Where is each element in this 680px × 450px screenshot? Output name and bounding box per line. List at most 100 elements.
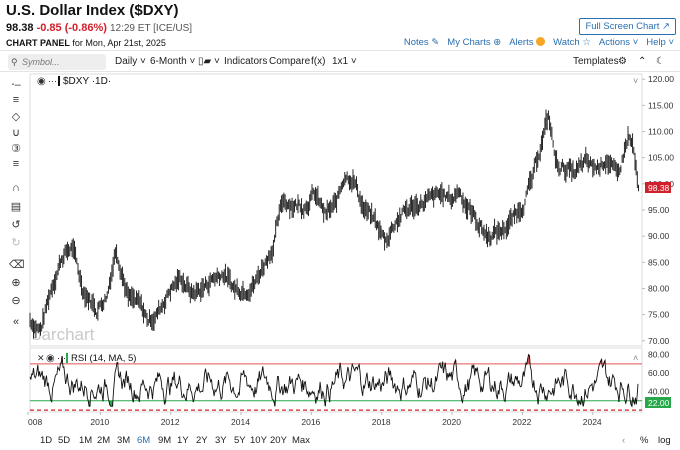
magnet-icon[interactable]: ∩	[12, 182, 20, 194]
price-tick-label: 115.00	[648, 100, 674, 110]
chart-area[interactable]: ◉ ⋯ $DXY ·1D· ˅ barchart 120.00 115.00 110…	[0, 72, 680, 430]
actions-label: Actions	[598, 37, 631, 48]
last-price: 98.38	[6, 22, 34, 34]
period-bar: 1D 5D 1M 2M 3M 6M 9M 1Y 2Y 3Y 5Y 10Y 20Y Max% log ‹	[0, 430, 680, 450]
zoom-in-icon[interactable]: ⊕	[11, 277, 21, 289]
period-button-3y[interactable]: 3Y	[215, 435, 227, 446]
price-change: -0.85 (-0.86%)	[36, 22, 107, 34]
period-button-1m[interactable]: 1M	[79, 435, 93, 446]
rsi-tick-label: 60.00	[648, 368, 670, 378]
period-button-1y[interactable]: 1Y	[177, 435, 189, 446]
help-link[interactable]: Help ˅	[646, 37, 674, 48]
chevron-down-icon: ˅	[632, 37, 639, 48]
quote-time: 12:29 ET [ICE/US]	[109, 23, 193, 34]
rsi-line	[29, 353, 639, 408]
fx-button[interactable]: f(x)	[311, 56, 326, 67]
period-button-max[interactable]: Max	[292, 435, 310, 446]
zoom-out-icon[interactable]: ⊖	[11, 295, 21, 307]
actions-menu[interactable]: Actions ˅	[599, 37, 638, 48]
watch-link[interactable]: Watch ☆	[553, 37, 591, 48]
scroll-left-icon[interactable]: ‹	[622, 435, 626, 446]
top-links: Notes ✎ My Charts ⊕ Alerts Watch ☆ Actio…	[404, 37, 674, 48]
price-tick-label: 85.00	[648, 257, 670, 267]
x-tick-label: 2022	[512, 417, 531, 427]
lock-icon[interactable]: ▤	[10, 201, 22, 213]
bar-chart-icon: ▯▰	[198, 56, 212, 67]
rsi-tick-label: 80.00	[648, 350, 670, 360]
range-dropdown[interactable]: 6-Month ˅	[150, 56, 195, 67]
x-axis: 008 2010 2012 2014 2016 2018 2020 2022 2024	[27, 412, 602, 427]
search-icon: ⚲	[11, 57, 18, 67]
dark-mode-icon[interactable]: ☾	[656, 56, 665, 67]
period-button-9m[interactable]: 9M	[158, 435, 172, 446]
redo-icon[interactable]: ↻	[11, 237, 21, 249]
price-tick-label: 80.00	[648, 283, 670, 293]
chart-panel-caption: CHART PANEL for Mon, Apr 21st, 2025	[6, 38, 166, 48]
price-tick-label: 110.00	[648, 127, 674, 137]
last-price-marker: 98.38	[645, 182, 671, 193]
x-tick-label: 2014	[231, 417, 250, 427]
draw-lines-icon[interactable]: ≡	[12, 94, 20, 106]
price-tick-label: 90.00	[648, 231, 670, 241]
rsi-series-swatch	[66, 353, 68, 363]
templates-button[interactable]: Templates	[573, 56, 619, 67]
chevron-down-icon: ˅	[213, 56, 220, 67]
period-button-6m[interactable]: 6M	[137, 435, 151, 446]
price-series-swatch	[58, 76, 60, 86]
trash-icon[interactable]: ⌫	[9, 259, 25, 271]
compare-button[interactable]: Compare	[269, 56, 311, 67]
gear-icon[interactable]: ⚙	[618, 56, 627, 67]
rsi-close-icon: ✕	[37, 353, 45, 363]
period-button-5y[interactable]: 5Y	[234, 435, 246, 446]
rsi-series-group	[29, 353, 642, 411]
price-pane: ◉ ⋯ $DXY ·1D· ˅ barchart 120.00 115.00 110…	[29, 73, 674, 347]
interval-dropdown[interactable]: Daily ˅	[115, 56, 146, 67]
price-pane-border	[29, 73, 643, 347]
star-icon: ☆	[582, 37, 591, 48]
layout-dropdown[interactable]: 1x1 ˅	[332, 56, 357, 67]
rsi-tick-label: 40.00	[648, 387, 670, 397]
price-legend: $DXY ·1D·	[63, 76, 111, 87]
price-axis: 120.00115.00110.00105.00100.0095.0090.00…	[642, 74, 674, 346]
alerts-link[interactable]: Alerts	[509, 37, 546, 48]
notes-link[interactable]: Notes ✎	[404, 37, 439, 48]
crosshair-icon[interactable]: ⋅–	[11, 79, 21, 91]
chart-type-dropdown[interactable]: ▯▰ ˅	[198, 56, 220, 67]
rsi-last-badge	[645, 397, 671, 408]
period-button-5d[interactable]: 5D	[58, 435, 71, 446]
period-button-2y[interactable]: 2Y	[196, 435, 208, 446]
x-tick-label: 2024	[583, 417, 602, 427]
fibonacci-icon[interactable]: ≡	[12, 158, 20, 170]
period-button-1d[interactable]: 1D	[40, 435, 53, 446]
undo-icon[interactable]: ↺	[11, 219, 21, 231]
drawing-tools-sidebar: ⋅– ≡ ◇ ∪ ③ ≡ ∩ ▤ ↺ ↻ ⌫ ⊕ ⊖ «	[0, 72, 30, 330]
quote-line: 98.38 -0.85 (-0.86%) 12:29 ET [ICE/US]	[6, 22, 192, 34]
last-price-badge	[645, 182, 671, 193]
external-link-icon: ↗	[662, 21, 670, 32]
price-tick-label: 105.00	[648, 153, 674, 163]
symbol-search-input[interactable]: ⚲ Symbol...	[8, 54, 106, 70]
collapse-icon[interactable]: «	[12, 316, 20, 328]
last-price-badge-text: 98.38	[648, 183, 670, 193]
my-charts-link[interactable]: My Charts ⊕	[447, 37, 501, 48]
collapse-up-icon[interactable]: ⌃	[638, 56, 647, 67]
shapes-icon[interactable]: ◇	[11, 111, 21, 123]
numbering-icon[interactable]: ③	[11, 143, 21, 155]
period-button-2m[interactable]: 2M	[97, 435, 111, 446]
rsi-pane-collapse-icon: ˄	[633, 353, 638, 363]
price-tick-label: 75.00	[648, 310, 670, 320]
price-pane-eye-icon: ◉	[37, 76, 46, 87]
rsi-last-badge-text: 22.00	[648, 398, 670, 408]
rsi-axis: 80.00 60.00 40.00	[648, 350, 670, 397]
period-button-10y[interactable]: 10Y	[250, 435, 267, 446]
full-screen-chart-button[interactable]: Full Screen Chart ↗	[579, 18, 676, 35]
scale-button-log[interactable]: log	[658, 435, 671, 446]
indicators-button[interactable]: Indicators	[224, 56, 268, 67]
my-charts-label: My Charts	[447, 37, 491, 48]
price-series-line	[29, 109, 639, 339]
patterns-icon[interactable]: ∪	[11, 127, 21, 139]
rsi-pane-border	[29, 347, 643, 413]
period-button-20y[interactable]: 20Y	[270, 435, 287, 446]
period-button-3m[interactable]: 3M	[117, 435, 131, 446]
scale-button-percent[interactable]: %	[640, 435, 649, 446]
